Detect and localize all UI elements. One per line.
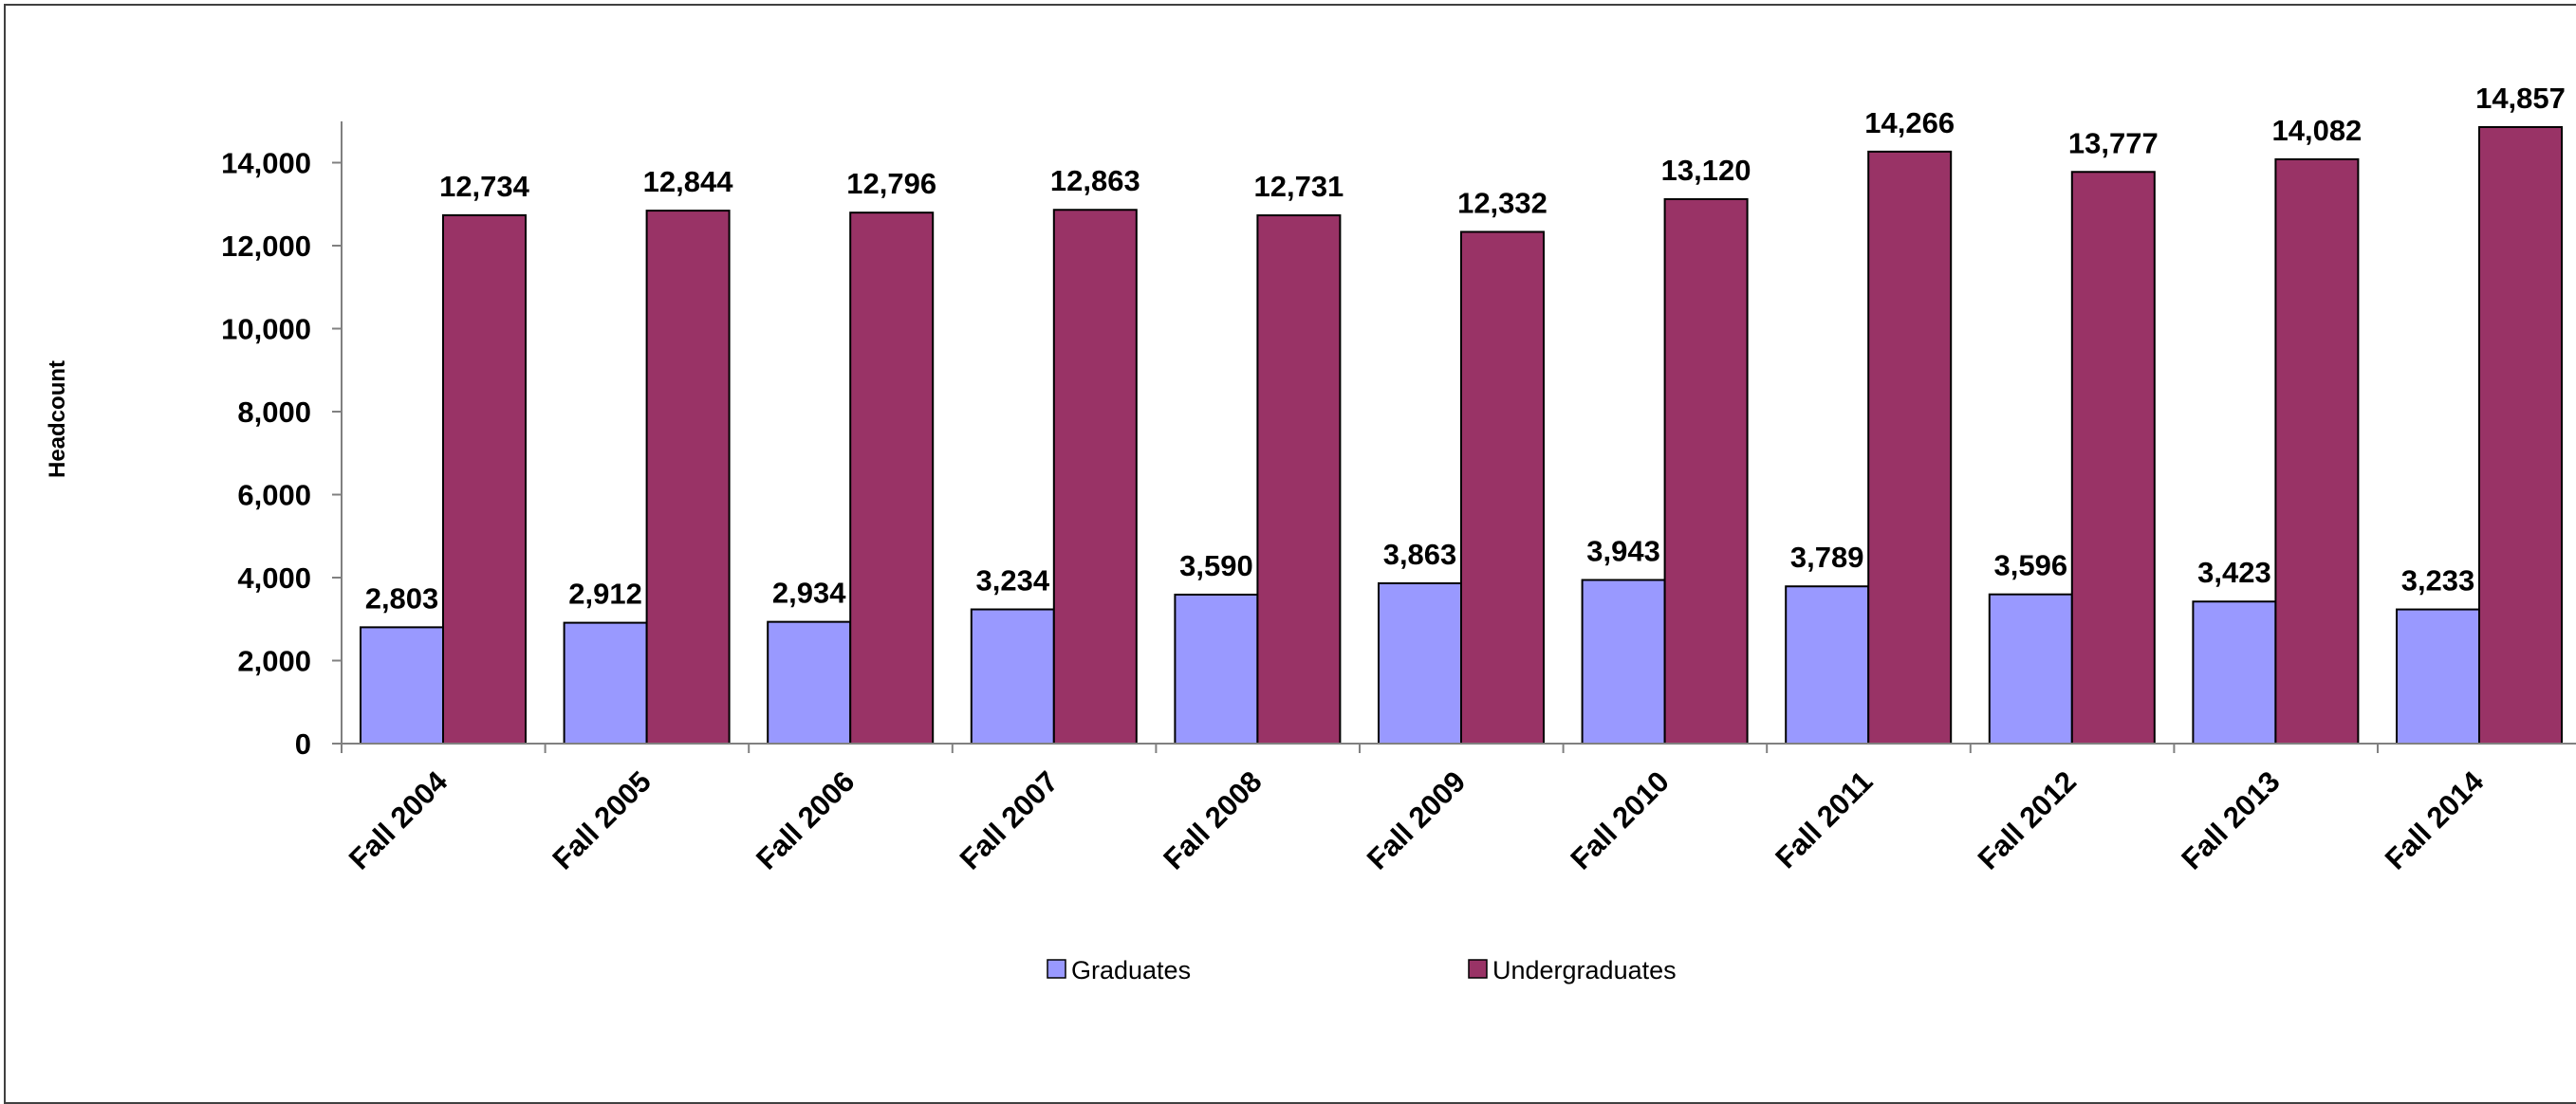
y-tick-label: 8,000 — [237, 396, 311, 429]
x-tick-label: Fall 2008 — [1157, 764, 1268, 875]
bar-undergraduates — [442, 213, 527, 745]
bar-undergraduates — [849, 212, 935, 745]
data-label-graduates: 2,934 — [772, 577, 846, 610]
bar-graduates — [360, 626, 444, 745]
x-tick-label: Fall 2006 — [750, 764, 861, 875]
data-label-undergraduates: 12,731 — [1253, 170, 1344, 203]
bar-graduates — [563, 621, 648, 745]
data-label-undergraduates: 14,082 — [2271, 114, 2362, 147]
legend-item-undergraduates: Undergraduates — [1468, 956, 1677, 984]
x-tick-label: Fall 2004 — [343, 764, 454, 876]
bar-undergraduates — [645, 210, 731, 745]
enrollment-bar-chart: Headcount 2,803 12,734 2,912 12,844 2,934 12,… — [45, 82, 2576, 984]
bar-graduates — [1378, 581, 1462, 745]
data-label-undergraduates: 13,777 — [2068, 126, 2159, 159]
data-label-graduates: 3,233 — [2401, 564, 2475, 598]
legend: Graduates Undergraduates — [1047, 956, 1677, 984]
bar-graduates — [1785, 585, 1870, 745]
x-tick-label: Fall 2009 — [1361, 764, 1472, 875]
bar-undergraduates — [1663, 198, 1749, 745]
x-tick-label: Fall 2005 — [546, 764, 657, 875]
data-label-undergraduates: 12,863 — [1050, 164, 1140, 197]
y-tick-label: 6,000 — [237, 479, 311, 512]
legend-item-graduates: Graduates — [1047, 956, 1191, 984]
bar-graduates — [2192, 600, 2277, 745]
legend-label: Graduates — [1071, 956, 1191, 984]
data-label-undergraduates: 14,266 — [1864, 106, 1955, 139]
data-label-undergraduates: 12,796 — [846, 167, 936, 200]
y-tick-label: 10,000 — [221, 313, 311, 346]
y-tick-label: 2,000 — [237, 645, 311, 678]
data-label-graduates: 3,596 — [1994, 549, 2068, 582]
y-ticks-group: 0 2,000 4,000 6,000 8,000 10,000 12,000 14,000 — [221, 147, 342, 761]
data-labels-group: 2,803 12,734 2,912 12,844 2,934 12,796 3,234 12… — [365, 82, 2566, 615]
x-ticks-group: Fall 2004 Fall 2005 Fall 2006 Fall 2007 Fall… — [341, 744, 2491, 876]
bar-graduates — [1988, 593, 2073, 745]
bar-undergraduates — [2274, 157, 2360, 745]
bar-graduates — [1174, 593, 1259, 745]
legend-label: Undergraduates — [1492, 956, 1677, 984]
bar-undergraduates — [1052, 209, 1138, 745]
y-axis-title: Headcount — [45, 360, 70, 478]
bar-graduates — [1581, 579, 1666, 745]
x-tick-label: Fall 2011 — [1769, 764, 1879, 874]
data-label-graduates: 3,423 — [2197, 556, 2271, 589]
data-label-graduates: 2,803 — [365, 581, 439, 615]
legend-swatch — [1468, 959, 1488, 979]
y-tick-label: 14,000 — [221, 147, 311, 180]
x-tick-label: Fall 2010 — [1564, 764, 1675, 875]
legend-swatch — [1047, 959, 1066, 979]
data-label-graduates: 2,912 — [568, 578, 642, 611]
data-label-graduates: 3,234 — [976, 564, 1050, 598]
data-label-graduates: 3,943 — [1586, 534, 1660, 567]
y-axis-title-group: Headcount — [45, 360, 70, 478]
axes-group — [341, 121, 2576, 745]
data-label-undergraduates: 12,332 — [1457, 186, 1547, 219]
bar-undergraduates — [1256, 214, 1342, 745]
data-label-graduates: 3,789 — [1790, 541, 1864, 574]
data-label-undergraduates: 14,857 — [2475, 82, 2566, 115]
bar-graduates — [767, 620, 852, 745]
bar-graduates — [2396, 608, 2480, 745]
bar-undergraduates — [1460, 230, 1545, 745]
bar-undergraduates — [1867, 150, 1953, 745]
x-tick-label: Fall 2013 — [2175, 764, 2286, 875]
x-tick-label: Fall 2007 — [954, 764, 1065, 875]
y-tick-label: 4,000 — [237, 561, 311, 595]
bars-group — [360, 126, 2563, 745]
data-label-undergraduates: 13,120 — [1661, 154, 1751, 187]
x-tick-label: Fall 2014 — [2379, 764, 2491, 876]
bar-undergraduates — [2478, 126, 2563, 745]
data-label-graduates: 3,590 — [1179, 549, 1253, 582]
data-label-graduates: 3,863 — [1383, 538, 1457, 571]
y-tick-label: 12,000 — [221, 230, 311, 263]
data-label-undergraduates: 12,844 — [643, 165, 734, 198]
y-tick-label: 0 — [295, 727, 311, 761]
x-tick-label: Fall 2012 — [1972, 764, 2083, 875]
bar-graduates — [970, 608, 1055, 745]
bar-undergraduates — [2070, 171, 2156, 745]
data-label-undergraduates: 12,734 — [439, 170, 530, 203]
